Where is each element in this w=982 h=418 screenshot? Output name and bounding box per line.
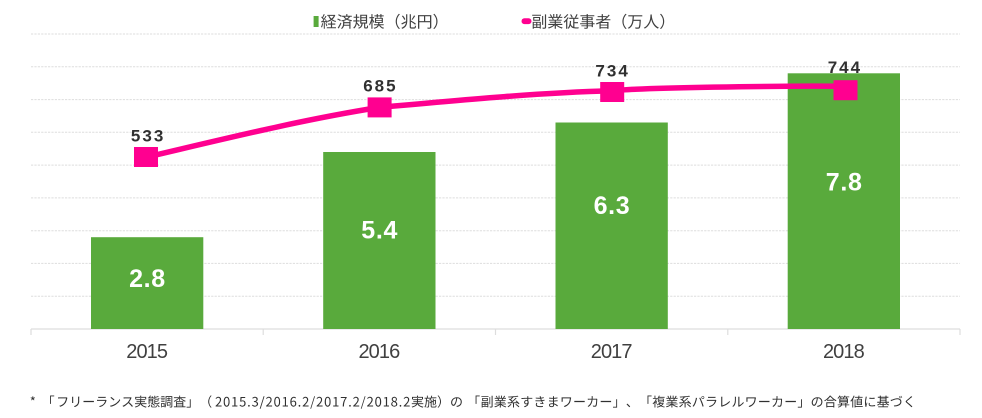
- svg-text:5.4: 5.4: [361, 217, 398, 245]
- svg-text:2017: 2017: [591, 341, 633, 363]
- svg-text:2018: 2018: [823, 341, 865, 363]
- svg-text:2015: 2015: [126, 341, 168, 363]
- svg-text:685: 685: [363, 77, 397, 96]
- svg-text:2016: 2016: [358, 341, 400, 363]
- svg-text:2.8: 2.8: [129, 265, 166, 293]
- svg-text:744: 744: [828, 58, 862, 77]
- svg-text:533: 533: [131, 127, 165, 146]
- svg-text:6.3: 6.3: [594, 192, 631, 220]
- svg-text:7.8: 7.8: [826, 168, 863, 196]
- svg-text:734: 734: [595, 62, 629, 81]
